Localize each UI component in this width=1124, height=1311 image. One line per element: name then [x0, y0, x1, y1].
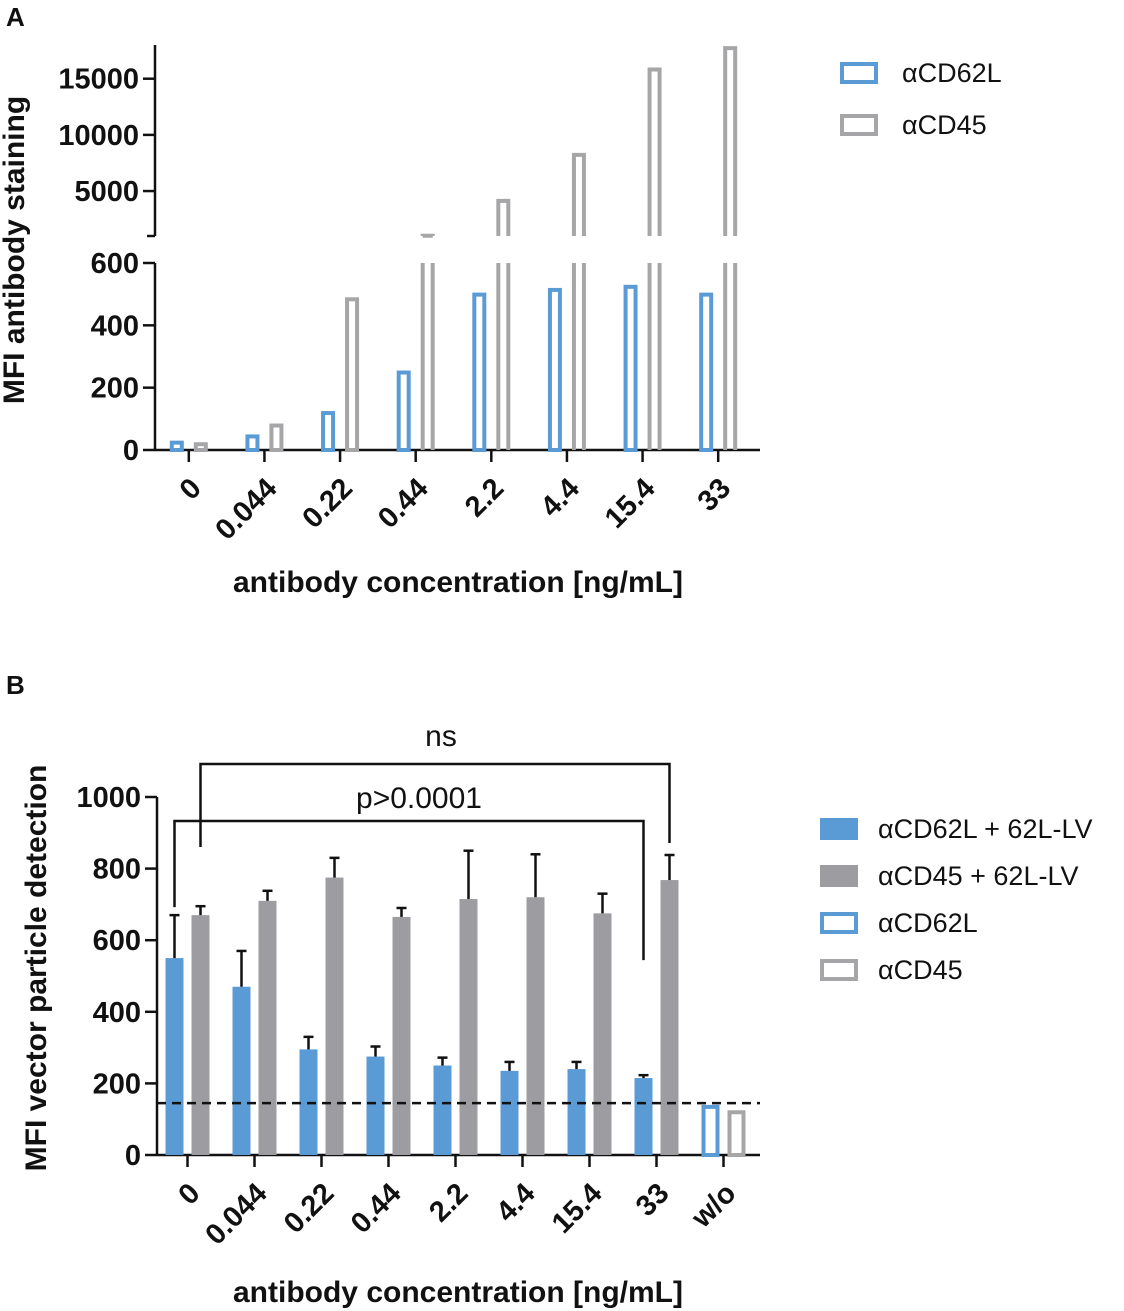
- panel-a-bar-cd62l: [699, 292, 714, 452]
- panel-b-annotation-p: p>0.0001: [356, 782, 482, 815]
- panel-b-y-tick-label: 200: [93, 1068, 141, 1100]
- panel-b-bar-cd62l: [701, 1104, 720, 1158]
- panel-a-y-tick-label: 5000: [74, 176, 139, 208]
- panel-b-x-tick-label: w/o: [685, 1177, 743, 1235]
- panel-a-bar-cd45-upper-segment: [647, 67, 662, 236]
- panel-a-ylabel: MFI antibody staining: [0, 96, 31, 404]
- panel-a-bar-cd45: [420, 233, 435, 450]
- panel-a-x-tick-label: 4.4: [535, 472, 586, 523]
- panel-b-x-tick-label: 4.4: [490, 1177, 541, 1228]
- panel-a-x-tick-label: 0.22: [296, 472, 359, 535]
- panel-a-bar-cd62l: [245, 434, 260, 452]
- panel-a-bar-cd45: [571, 152, 586, 450]
- panel-a-x-tick-label: 2.2: [459, 472, 510, 523]
- panel-b-annotation-ns: ns: [425, 720, 457, 753]
- panel-b-legend-swatch: [820, 959, 858, 981]
- panel-a-bar-cd45-upper-segment: [571, 152, 586, 236]
- panel-b-x-tick-label: 0: [172, 1177, 206, 1211]
- panel-b-bar-cd45-lv: [660, 880, 679, 1155]
- panel-a-y-tick-label: 15000: [58, 64, 139, 96]
- panel-b-bar-cd62l-lv: [433, 1065, 452, 1155]
- panel-b-y-tick-label: 1000: [76, 782, 141, 814]
- panel-a-bar-cd62l: [396, 370, 411, 452]
- panel-a-legend-swatch: [840, 62, 878, 84]
- panel-b-legend-label: αCD45 + 62L-LV: [878, 861, 1078, 891]
- panel-b-x-tick-label: 33: [630, 1177, 675, 1222]
- panel-a-bar-cd45: [647, 67, 662, 450]
- panel-a-y-tick-label: 200: [91, 373, 139, 405]
- panel-b-x-tick-label: 0.44: [345, 1177, 408, 1240]
- panel-b-bar-cd45: [727, 1110, 746, 1157]
- panel-b-legend-label: αCD62L: [878, 908, 978, 938]
- panel-a-x-tick-label: 15.4: [599, 472, 662, 535]
- panel-a-y-tick-label: 10000: [58, 120, 139, 152]
- panel-a-x-tick-label: 0: [174, 472, 208, 506]
- panel-a-legend-label: αCD62L: [902, 58, 1002, 88]
- panel-b-legend-label: αCD62L + 62L-LV: [878, 814, 1092, 844]
- panel-a-bar-cd45: [269, 423, 284, 452]
- panel-b-y-tick-label: 0: [125, 1140, 141, 1172]
- panel-b-y-tick-label: 600: [93, 925, 141, 957]
- panel-a-x-tick-label: 0.44: [372, 472, 435, 535]
- panel-a-bar-cd62l: [472, 292, 487, 452]
- panel-b-x-tick-label: 0.044: [200, 1177, 274, 1251]
- panel-b-y-tick-label: 800: [93, 854, 141, 886]
- panel-b-legend-label: αCD45: [878, 955, 963, 985]
- panel-a-y-tick-label: 0: [123, 435, 139, 467]
- panel-b-bar-cd62l-lv: [232, 986, 251, 1155]
- panel-b-ylabel: MFI vector particle detection: [20, 765, 53, 1172]
- panel-b-bar-cd62l-lv: [165, 958, 184, 1155]
- panel-a-y-tick-label: 400: [91, 310, 139, 342]
- panel-b-bar-cd62l-lv: [634, 1078, 653, 1155]
- panel-a-legend-label: αCD45: [902, 110, 987, 140]
- panel-b-bar-cd45-lv: [526, 897, 545, 1155]
- panel-a-bar-cd45: [496, 198, 511, 450]
- panel-a-bar-cd45-upper-segment: [723, 46, 738, 236]
- panel-b-bar-cd45-lv: [325, 877, 344, 1155]
- panel-a-bar-cd62l: [169, 440, 184, 452]
- panel-b-bar-cd45-lv: [593, 913, 612, 1155]
- panel-b-legend-swatch: [820, 865, 858, 887]
- panel-a-bar-cd45: [345, 297, 360, 452]
- panel-a-x-tick-label: 33: [692, 472, 737, 517]
- panel-b-legend-swatch: [820, 912, 858, 934]
- panel-b-x-tick-label: 2.2: [423, 1177, 474, 1228]
- panel-a-x-tick-label: 0.044: [209, 472, 283, 546]
- panel-b-bar-cd45-lv: [459, 899, 478, 1155]
- panel-a-bar-cd62l: [623, 284, 638, 453]
- panel-b-x-tick-label: 0.22: [278, 1177, 341, 1240]
- panel-a-bar-cd45: [723, 46, 738, 450]
- panel-a-legend-swatch: [840, 114, 878, 136]
- panel-a-letter: A: [6, 2, 25, 32]
- panel-b-bar-cd45-lv: [258, 900, 277, 1155]
- panel-a-bar-cd62l: [547, 287, 562, 452]
- panel-a-y-tick-label: 600: [91, 248, 139, 280]
- panel-a-bar-cd45: [193, 442, 208, 453]
- panel-b-bar-cd62l-lv: [500, 1070, 519, 1155]
- panel-b-legend-swatch: [820, 818, 858, 840]
- panel-b-letter: B: [6, 670, 25, 700]
- panel-b-y-tick-label: 400: [93, 997, 141, 1029]
- panel-b-bar-cd62l-lv: [567, 1069, 586, 1155]
- panel-b-bar-cd45-lv: [392, 916, 411, 1155]
- panel-b-xlabel: antibody concentration [ng/mL]: [233, 1276, 683, 1309]
- panel-b-bracket-p: [173, 819, 645, 961]
- panel-b-x-tick-label: 15.4: [546, 1177, 609, 1240]
- panel-a-xlabel: antibody concentration [ng/mL]: [233, 566, 683, 599]
- panel-b-bar-cd45-lv: [191, 915, 210, 1155]
- panel-b-bar-cd62l-lv: [366, 1056, 385, 1155]
- panel-a-bar-cd45-upper-segment: [496, 198, 511, 236]
- panel-b-bracket-ns: [199, 762, 671, 847]
- panel-a-bar-cd62l: [321, 411, 336, 452]
